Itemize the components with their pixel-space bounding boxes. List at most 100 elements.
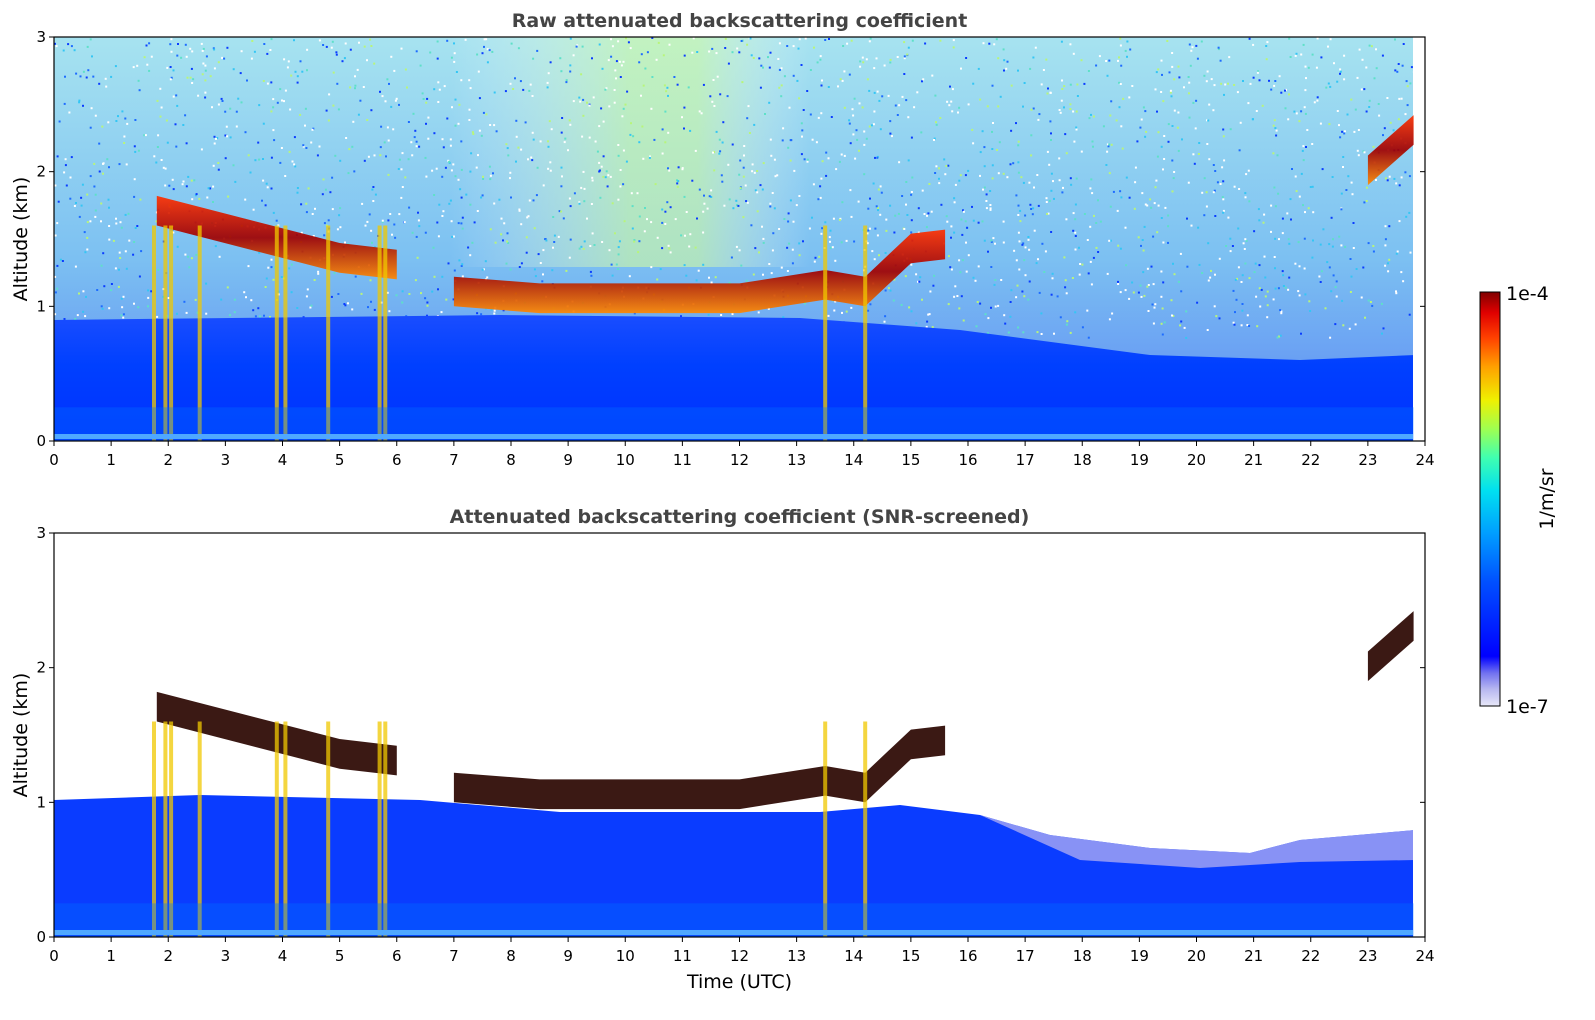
noise-pixel [251,40,254,42]
noise-pixel [768,66,771,69]
noise-pixel [560,166,563,169]
noise-pixel [739,159,742,162]
noise-pixel [1170,95,1173,98]
noise-pixel [567,149,569,152]
noise-pixel [532,57,535,60]
noise-pixel [145,44,148,47]
noise-pixel [1252,118,1254,121]
noise-pixel [192,78,195,81]
noise-pixel [798,38,801,41]
noise-pixel [547,140,549,143]
x-tick-label: 18 [1073,451,1092,469]
noise-pixel [811,138,814,141]
noise-pixel [1061,79,1063,82]
x-tick-label: 18 [1073,947,1092,965]
noise-pixel [384,100,387,103]
noise-pixel [63,102,66,105]
noise-pixel [263,314,265,317]
noise-pixel [792,45,795,48]
noise-pixel [614,69,617,72]
noise-pixel [863,173,866,176]
noise-pixel [1264,276,1267,279]
noise-pixel [1072,212,1075,215]
noise-pixel [455,71,458,73]
y-tick-label: 0 [36,928,46,946]
noise-pixel [493,91,496,94]
noise-pixel [1119,83,1122,85]
noise-pixel [1252,43,1255,46]
noise-pixel [1396,250,1399,253]
noise-pixel [1329,85,1332,88]
noise-pixel [661,221,664,224]
noise-pixel [780,67,783,70]
noise-pixel [491,50,494,53]
noise-pixel [1186,217,1188,220]
precipitation-streak [823,721,828,937]
noise-pixel [1352,222,1355,224]
noise-pixel [1346,113,1349,116]
noise-pixel [1139,284,1142,287]
noise-pixel [884,252,887,254]
noise-pixel [185,311,188,314]
noise-pixel [354,84,357,87]
noise-pixel [1022,105,1024,108]
noise-pixel [530,156,533,159]
x-tick-label: 6 [392,947,402,965]
noise-pixel [1034,46,1037,49]
noise-pixel [1321,168,1324,171]
noise-pixel [1348,327,1351,330]
noise-pixel [90,107,93,110]
noise-pixel [1002,241,1005,244]
noise-pixel [1394,69,1397,72]
noise-pixel [1019,220,1022,223]
noise-pixel [1398,184,1401,187]
noise-pixel [123,142,126,144]
noise-pixel [413,136,416,139]
noise-pixel [867,229,870,232]
noise-pixel [1248,37,1251,40]
noise-pixel [1046,92,1049,95]
noise-pixel [1382,134,1384,137]
noise-pixel [761,188,764,191]
noise-pixel [1115,119,1118,122]
noise-pixel [1191,46,1194,49]
noise-pixel [702,83,705,86]
noise-pixel [708,50,711,53]
noise-pixel [642,84,645,87]
noise-pixel [495,130,498,133]
noise-pixel [983,146,986,149]
noise-pixel [948,104,951,107]
noise-pixel [542,184,545,187]
noise-pixel [1081,326,1084,329]
noise-pixel [818,255,821,258]
noise-pixel [1223,93,1225,96]
noise-pixel [661,152,664,155]
noise-pixel [112,239,115,242]
noise-pixel [84,251,87,254]
noise-pixel [885,229,888,232]
noise-pixel [541,280,544,283]
noise-pixel [469,170,472,173]
noise-pixel [1405,215,1408,218]
noise-pixel [985,193,988,196]
noise-pixel [108,166,110,169]
noise-pixel [1050,189,1053,192]
noise-pixel [1074,231,1077,234]
noise-pixel [676,185,679,188]
noise-pixel [351,308,354,311]
noise-pixel [1150,265,1153,268]
noise-pixel [509,177,511,180]
noise-pixel [1274,80,1277,82]
noise-pixel [828,236,831,239]
noise-pixel [1119,190,1122,193]
noise-pixel [469,203,472,206]
noise-pixel [363,159,366,162]
noise-pixel [1049,120,1052,123]
noise-pixel [460,140,463,143]
noise-pixel [838,160,841,163]
noise-pixel [1201,191,1204,194]
noise-pixel [767,307,770,310]
noise-pixel [751,170,754,173]
noise-pixel [473,221,476,224]
noise-pixel [339,226,342,229]
